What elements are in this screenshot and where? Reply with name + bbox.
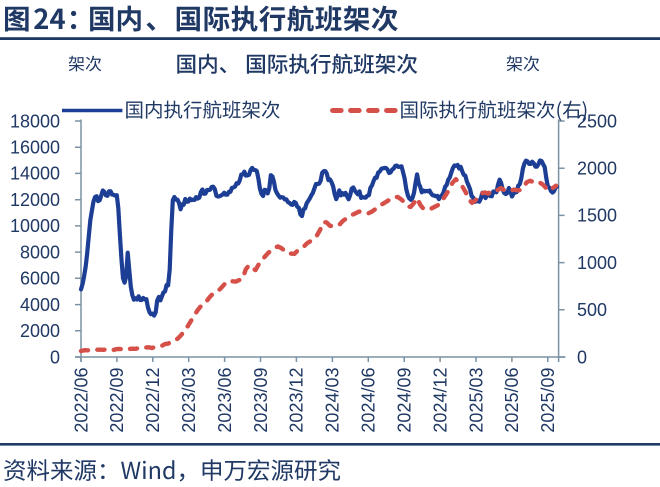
svg-text:8000: 8000	[20, 242, 60, 262]
svg-text:500: 500	[577, 300, 607, 320]
svg-text:10000: 10000	[10, 216, 60, 236]
svg-text:2023/09: 2023/09	[251, 368, 271, 433]
svg-text:6000: 6000	[20, 269, 60, 289]
svg-text:2022/12: 2022/12	[143, 368, 163, 433]
svg-text:18000: 18000	[10, 111, 60, 131]
svg-text:0: 0	[50, 347, 60, 367]
svg-text:12000: 12000	[10, 190, 60, 210]
svg-text:2023/03: 2023/03	[179, 368, 199, 433]
svg-text:4000: 4000	[20, 295, 60, 315]
svg-text:2024/09: 2024/09	[395, 368, 415, 433]
svg-text:2023/06: 2023/06	[215, 368, 235, 433]
svg-text:2024/12: 2024/12	[430, 368, 450, 433]
svg-text:16000: 16000	[10, 138, 60, 158]
svg-text:1000: 1000	[577, 253, 617, 273]
svg-text:0: 0	[577, 347, 587, 367]
svg-text:2022/06: 2022/06	[71, 368, 91, 433]
svg-text:2023/12: 2023/12	[287, 368, 307, 433]
svg-text:2000: 2000	[20, 321, 60, 341]
svg-text:2000: 2000	[577, 159, 617, 179]
svg-text:2025/03: 2025/03	[466, 368, 486, 433]
svg-text:2025/09: 2025/09	[538, 368, 558, 433]
svg-text:2022/09: 2022/09	[107, 368, 127, 433]
svg-text:1500: 1500	[577, 206, 617, 226]
svg-text:14000: 14000	[10, 164, 60, 184]
svg-text:2500: 2500	[577, 111, 617, 131]
svg-text:2025/06: 2025/06	[502, 368, 522, 433]
svg-text:2024/06: 2024/06	[359, 368, 379, 433]
svg-text:2024/03: 2024/03	[323, 368, 343, 433]
